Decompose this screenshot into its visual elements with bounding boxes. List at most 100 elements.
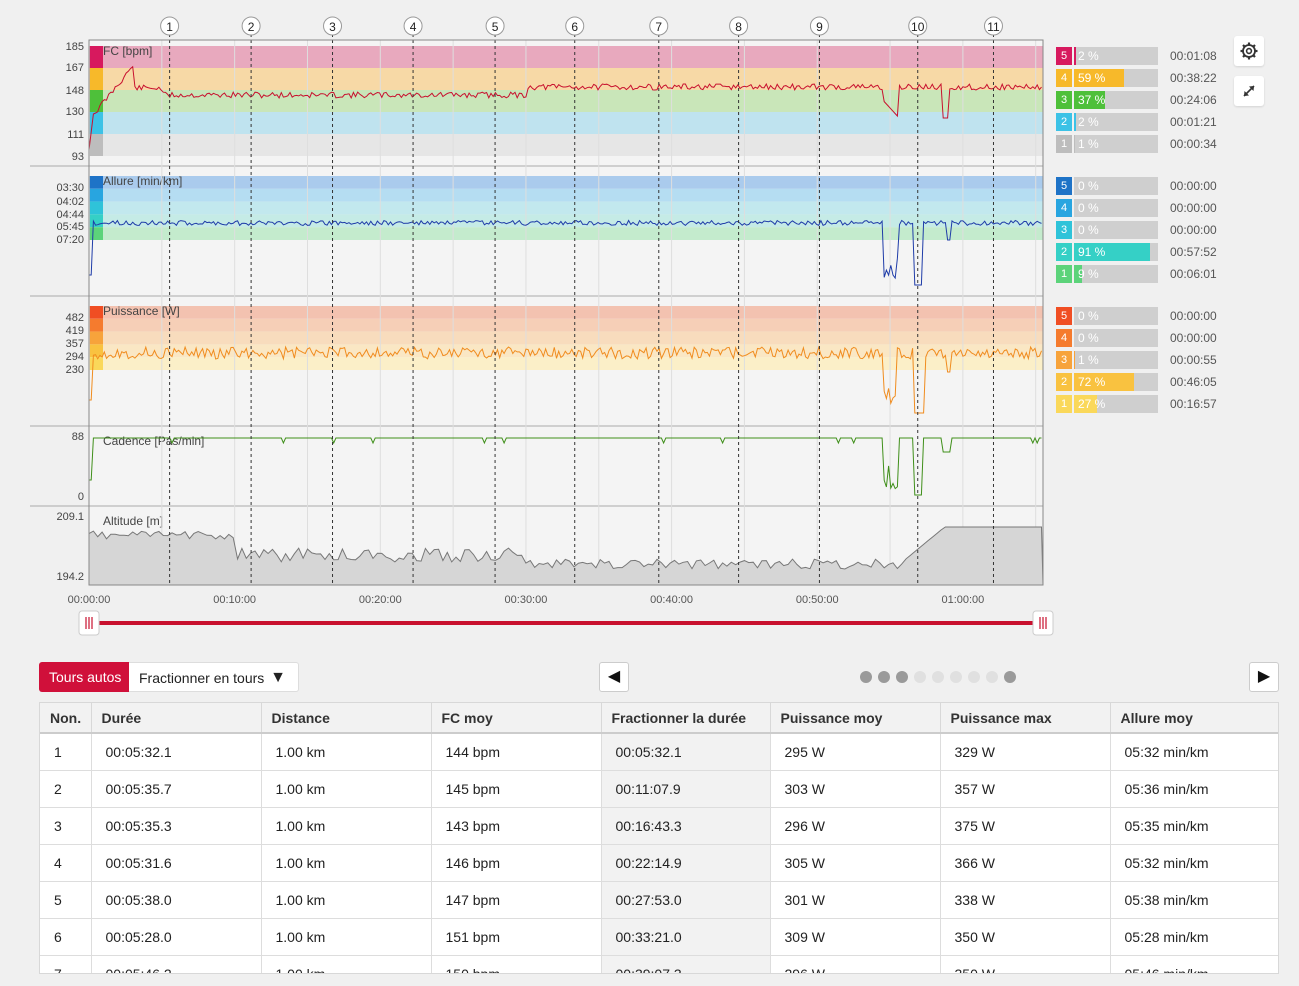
zone-bar: 59 % [1074,69,1158,87]
table-row[interactable]: 4 00:05:31.6 1.00 km 146 bpm 00:22:14.9 305 W… [40,844,1278,882]
split-laps-dropdown[interactable]: Fractionner en tours ▼ [129,662,299,692]
zone-duration: 00:06:01 [1170,267,1217,281]
hr-zone-row: 5 2 % 00:01:08 [1054,46,1294,66]
lap-marker-badge [403,16,423,36]
page-dot[interactable] [932,671,944,683]
table-row[interactable]: 6 00:05:28.0 1.00 km 151 bpm 00:33:21.0 309 W… [40,918,1278,956]
lap-marker-badge [485,16,505,36]
column-header[interactable]: Durée [91,703,262,734]
table-row[interactable]: 5 00:05:38.0 1.00 km 147 bpm 00:27:53.0 301 W… [40,881,1278,919]
zone-number: 3 [1056,91,1072,109]
table-row[interactable]: 7 00:05:46.2 1.00 km 150 bpm 00:39:07.3 296 W… [40,955,1278,973]
table-cell: 00:05:38.0 [91,881,262,919]
zone-duration: 00:00:55 [1170,353,1217,367]
table-cell: 6 [40,918,92,956]
column-header[interactable]: Puissance moy [770,703,941,734]
zone-bar-fill [1074,69,1124,87]
page-dot[interactable] [914,671,926,683]
table-row[interactable]: 3 00:05:35.3 1.00 km 143 bpm 00:16:43.3 296 W… [40,807,1278,845]
prev-page-button[interactable]: ◀ [599,662,629,692]
zone-percent: 37 % [1078,93,1106,107]
altitude-y-tick: 209.1 [56,511,84,523]
pace-y-tick: 04:44 [56,209,84,221]
page-dot[interactable] [878,671,890,683]
zone-percent: 1 % [1078,353,1099,367]
table-cell: 150 bpm [431,955,602,973]
table-cell: 05:32 min/km [1110,733,1278,771]
hr-zone-band-3 [89,90,1043,112]
hr-zone-row: 2 2 % 00:01:21 [1054,112,1294,132]
power-y-tick: 482 [66,312,84,324]
page-dot[interactable] [950,671,962,683]
table-cell: 1 [40,733,92,771]
zone-percent: 59 % [1078,71,1106,85]
power-zone-band-3 [89,331,1043,345]
lap-marker-label: 11 [987,20,1000,34]
zone-duration: 00:46:05 [1170,375,1217,389]
auto-laps-button[interactable]: Tours autos [39,662,132,692]
table-row[interactable]: 1 00:05:32.1 1.00 km 144 bpm 00:05:32.1 295 W… [40,733,1278,771]
page-dot[interactable] [986,671,998,683]
table-row[interactable]: 2 00:05:35.7 1.00 km 145 bpm 00:11:07.9 303 W… [40,770,1278,808]
table-cell: 00:22:14.9 [601,844,771,882]
column-header[interactable]: FC moy [431,703,602,734]
lap-marker-badge [649,16,669,36]
hr-zone-band-1 [89,134,1043,156]
zone-duration: 00:01:21 [1170,115,1217,129]
zone-duration: 00:24:06 [1170,93,1217,107]
table-cell: 00:05:32.1 [91,733,262,771]
table-cell: 00:11:07.9 [601,770,771,808]
pace-y-tick: 07:20 [56,234,84,246]
altitude-chart-title: Altitude [m] [103,514,163,528]
column-header[interactable]: Puissance max [940,703,1111,734]
lap-marker-label: 10 [911,20,925,34]
page-dot[interactable] [968,671,980,683]
dropdown-caret-icon: ▼ [270,669,286,686]
hr-zone-band-5 [89,46,1043,68]
table-cell: 00:16:43.3 [601,807,771,845]
table-cell: 00:27:53.0 [601,881,771,919]
column-header[interactable]: Allure moy [1110,703,1278,734]
zone-duration: 00:00:00 [1170,309,1217,323]
page-dot[interactable] [860,671,872,683]
next-page-button[interactable]: ▶ [1249,662,1279,692]
column-header[interactable]: Non. [40,703,92,734]
zone-percent: 0 % [1078,179,1099,193]
range-slider-end-handle[interactable] [1032,610,1054,636]
hr-y-tick: 130 [66,106,84,118]
zone-duration: 00:01:08 [1170,49,1217,63]
pace-y-tick: 05:45 [56,221,84,233]
settings-gear-icon[interactable] [1234,36,1264,66]
pace-zone-band-5 [89,176,1043,189]
power-zone-swatch-2 [90,344,103,358]
page-dot[interactable] [1004,671,1016,683]
pace-series-line [89,219,1042,286]
page-dot[interactable] [896,671,908,683]
cadence-y-tick: 88 [72,431,84,443]
lap-marker-label: 1 [166,20,173,34]
range-slider-start-handle[interactable] [78,610,100,636]
zone-bar: 1 % [1074,351,1158,369]
zone-bar-fill [1074,243,1151,261]
lap-marker-badge [565,16,585,36]
table-cell: 296 W [770,955,941,973]
x-axis-tick: 00:30:00 [505,594,548,606]
hr-series-line [88,65,1042,151]
pace-y-tick: 04:02 [56,196,84,208]
column-header[interactable]: Fractionner la durée [601,703,771,734]
laps-table: Non. Durée Distance FC moy Fractionner la du… [39,702,1279,974]
pace-zone-row: 2 91 % 00:57:52 [1054,242,1294,262]
x-axis-tick: 00:50:00 [796,594,839,606]
expand-icon[interactable] [1234,76,1264,106]
hr-zone-row: 3 37 % 00:24:06 [1054,90,1294,110]
pace-y-tick: 03:30 [56,182,84,194]
hr-zone-row: 1 1 % 00:00:34 [1054,134,1294,154]
zone-number: 3 [1056,221,1072,239]
table-cell: 5 [40,881,92,919]
table-cell: 145 bpm [431,770,602,808]
column-header[interactable]: Distance [261,703,432,734]
table-cell: 1.00 km [261,770,432,808]
hr-chart-title: FC [bpm] [103,44,152,58]
zone-percent: 2 % [1078,49,1099,63]
